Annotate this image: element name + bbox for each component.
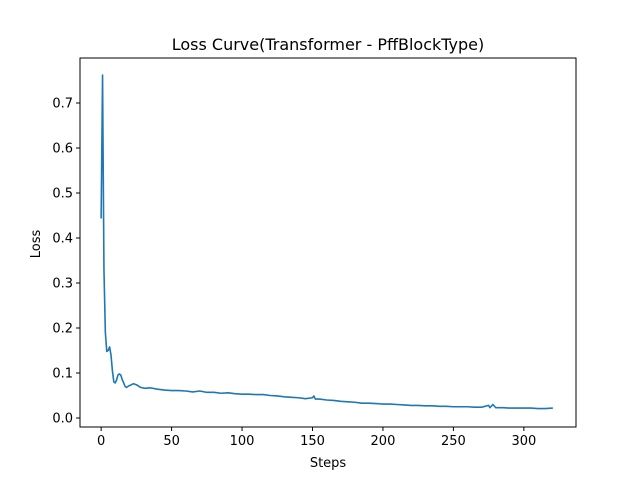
x-tick-label: 150 xyxy=(300,434,325,449)
plot-area: 0 50 100 150 200 250 300 0.0 0.1 0.2 0.3 0.4 0.5 0.6 0… xyxy=(52,57,577,449)
x-tick-label: 50 xyxy=(163,434,180,449)
y-tick-label: 0.3 xyxy=(52,277,73,292)
y-tick-label: 0.6 xyxy=(52,142,73,157)
y-tick-label: 0.2 xyxy=(52,322,73,337)
axes-frame xyxy=(79,57,577,428)
x-tick-label: 200 xyxy=(371,434,396,449)
y-tick-label: 0.1 xyxy=(52,367,73,382)
y-tick-label: 0.5 xyxy=(52,187,73,202)
y-tick-label: 0.4 xyxy=(52,232,73,247)
x-axis-label: Steps xyxy=(310,456,347,471)
x-tick-label: 300 xyxy=(511,434,536,449)
series-line-0 xyxy=(100,74,553,410)
y-tick-label: 0.0 xyxy=(52,412,73,427)
x-tick-label: 0 xyxy=(97,434,105,449)
y-tick-label: 0.7 xyxy=(52,97,73,112)
x-tick-label: 100 xyxy=(230,434,255,449)
y-axis-label: Loss xyxy=(29,230,44,259)
chart-title: Loss Curve(Transformer - PffBlockType) xyxy=(172,35,485,54)
x-tick-label: 250 xyxy=(441,434,466,449)
